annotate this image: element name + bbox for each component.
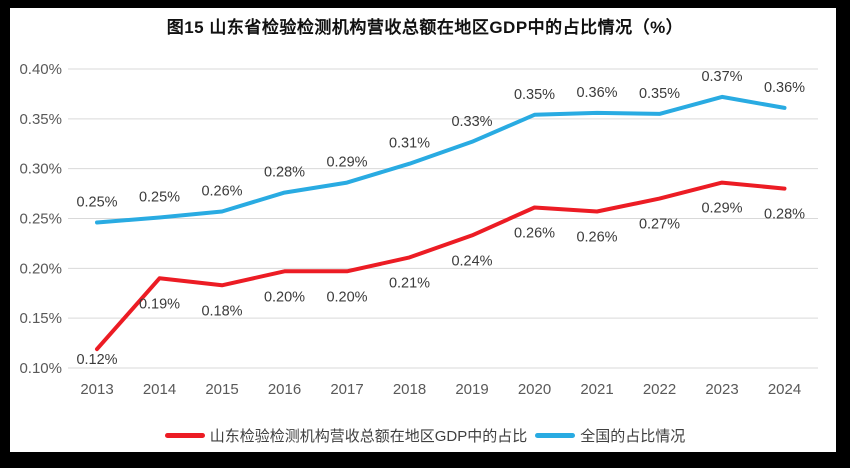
series-line-national (95, 94, 787, 225)
chart-legend: 山东检验检测机构营收总额在地区GDP中的占比 全国的占比情况 (0, 424, 850, 446)
legend-label-shandong: 山东检验检测机构营收总额在地区GDP中的占比 (209, 427, 528, 445)
data-label-national: 0.35% (514, 87, 555, 103)
x-axis-tick-label: 2017 (330, 381, 363, 398)
data-label-national: 0.29% (326, 155, 367, 171)
x-axis-tick-label: 2015 (205, 381, 238, 398)
data-label-national: 0.28% (264, 165, 305, 181)
data-label-national: 0.36% (576, 85, 617, 101)
data-label-shandong: 0.20% (326, 289, 367, 305)
data-label-shandong: 0.29% (701, 201, 742, 217)
x-axis-tick-label: 2020 (518, 381, 551, 398)
legend-item-shandong: 山东检验检测机构营收总额在地区GDP中的占比 (164, 425, 528, 446)
x-axis-tick-label: 2023 (705, 381, 738, 398)
data-label-shandong: 0.21% (389, 275, 430, 291)
data-label-national: 0.36% (764, 80, 805, 96)
data-label-national: 0.26% (201, 184, 242, 200)
data-label-shandong: 0.27% (639, 217, 680, 233)
data-label-national: 0.33% (451, 114, 492, 130)
data-label-shandong: 0.28% (764, 207, 805, 223)
data-label-national: 0.25% (139, 190, 180, 206)
data-label-national: 0.31% (389, 136, 430, 152)
data-label-national: 0.35% (639, 86, 680, 102)
y-axis-tick-label: 0.25% (19, 211, 62, 228)
x-axis-tick-label: 2018 (393, 381, 426, 398)
data-label-national: 0.37% (701, 69, 742, 85)
y-axis-tick-label: 0.40% (19, 61, 62, 78)
legend-item-national: 全国的占比情况 (535, 425, 685, 446)
y-axis-tick-label: 0.10% (19, 360, 62, 377)
chart-title: 图15 山东省检验检测机构营收总额在地区GDP中的占比情况（%） (166, 18, 684, 37)
legend-label-national: 全国的占比情况 (580, 427, 686, 445)
data-label-national: 0.25% (76, 194, 117, 210)
data-label-shandong: 0.26% (514, 226, 555, 242)
x-axis-tick-label: 2021 (580, 381, 613, 398)
y-axis-tick-label: 0.30% (19, 161, 62, 178)
data-label-shandong: 0.19% (139, 296, 180, 312)
x-axis-tick-label: 2016 (268, 381, 301, 398)
series-line-shandong (95, 180, 787, 352)
legend-line-swatch-national (535, 432, 576, 438)
x-axis-tick-label: 2013 (80, 381, 113, 398)
legend-line-swatch-shandong (164, 432, 205, 438)
x-axis-tick-label: 2014 (143, 381, 176, 398)
data-label-shandong: 0.26% (576, 230, 617, 246)
x-axis-tick-label: 2019 (455, 381, 488, 398)
data-label-shandong: 0.20% (264, 289, 305, 305)
x-axis-tick-label: 2022 (643, 381, 676, 398)
data-label-shandong: 0.18% (201, 303, 242, 319)
x-axis-tick-label: 2024 (768, 381, 801, 398)
data-label-shandong: 0.12% (76, 352, 117, 368)
data-label-shandong: 0.24% (451, 253, 492, 269)
y-axis-tick-label: 0.35% (19, 111, 62, 128)
chart-background (10, 8, 836, 452)
y-axis-tick-label: 0.20% (19, 260, 62, 277)
y-axis-tick-label: 0.15% (19, 310, 62, 327)
